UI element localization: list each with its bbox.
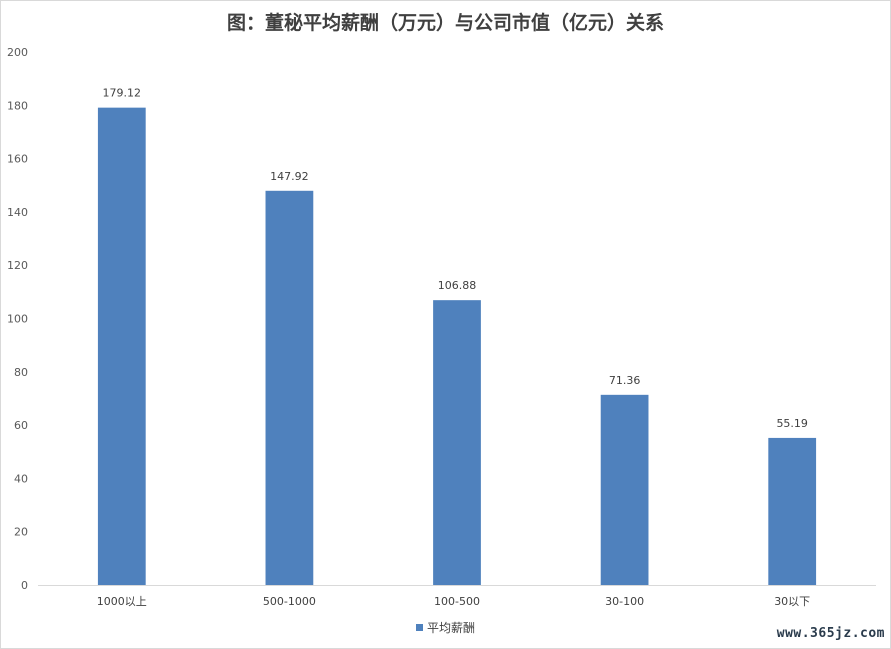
bar-data-label: 179.12 — [103, 87, 142, 100]
y-tick-label: 80 — [14, 366, 28, 379]
y-tick-label: 100 — [7, 313, 28, 326]
y-tick-label: 0 — [21, 579, 28, 592]
bar — [433, 300, 481, 585]
bar — [97, 107, 146, 585]
legend: 平均薪酬 — [0, 619, 891, 636]
x-category-label: 1000以上 — [97, 595, 147, 608]
y-tick-label: 140 — [7, 206, 28, 219]
bar-data-label: 71.36 — [609, 374, 641, 387]
bar-data-label: 147.92 — [270, 170, 309, 183]
y-tick-label: 180 — [7, 99, 28, 112]
legend-swatch — [415, 624, 423, 631]
x-category-label: 30以下 — [774, 595, 810, 608]
bar-data-label: 106.88 — [438, 279, 477, 292]
legend-label: 平均薪酬 — [426, 621, 475, 635]
y-tick-label: 120 — [7, 259, 28, 272]
y-tick-label: 60 — [14, 419, 28, 432]
y-tick-label: 200 — [7, 46, 28, 59]
watermark: www.365jz.com — [776, 626, 885, 641]
bar — [600, 394, 649, 585]
x-category-label: 30-100 — [605, 595, 644, 608]
x-category-label: 500-1000 — [263, 595, 316, 608]
y-tick-label: 40 — [14, 472, 28, 485]
bar-data-label: 55.19 — [776, 417, 808, 430]
bar — [768, 437, 817, 585]
x-category-label: 100-500 — [434, 595, 480, 608]
y-tick-label: 160 — [7, 153, 28, 166]
y-tick-label: 20 — [14, 526, 28, 539]
chart-title: 图：董秘平均薪酬（万元）与公司市值（亿元）关系 — [226, 12, 664, 34]
bar — [265, 190, 314, 585]
